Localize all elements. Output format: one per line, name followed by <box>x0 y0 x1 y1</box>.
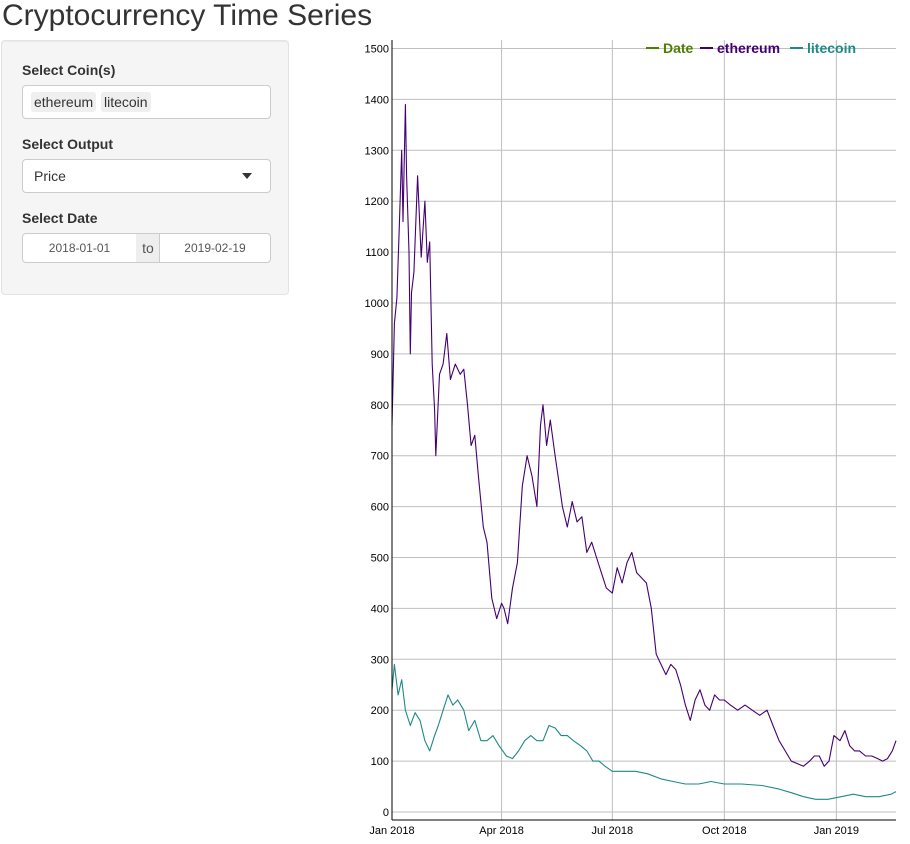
y-tick-label: 1200 <box>365 196 389 208</box>
y-tick-label: 1100 <box>365 247 389 259</box>
date-range-separator: to <box>136 233 160 263</box>
x-tick-label: Jan 2018 <box>369 825 414 837</box>
start-date-input[interactable]: 2018-01-01 <box>22 233 137 263</box>
x-tick-label: Jan 2019 <box>814 825 859 837</box>
y-tick-label: 400 <box>371 603 389 615</box>
y-tick-label: 1300 <box>365 145 389 157</box>
y-tick-label: 1500 <box>365 44 389 56</box>
coin-chip-litecoin[interactable]: litecoin <box>101 92 151 112</box>
end-date-input[interactable]: 2019-02-19 <box>159 233 271 263</box>
sidebar-panel: Select Coin(s) ethereum litecoin Select … <box>1 40 289 295</box>
y-tick-label: 800 <box>371 400 389 412</box>
y-tick-label: 200 <box>371 705 389 717</box>
y-tick-label: 1400 <box>365 94 389 106</box>
y-tick-label: 300 <box>371 654 389 666</box>
y-tick-label: 700 <box>371 451 389 463</box>
y-tick-label: 900 <box>371 349 389 361</box>
date-range-label: Select Date <box>22 210 98 226</box>
output-select-label: Select Output <box>22 136 114 152</box>
legend-label-ethereum: ethereum <box>717 40 780 56</box>
x-tick-label: Apr 2018 <box>479 825 524 837</box>
caret-down-icon <box>242 173 252 179</box>
output-select-value: Price <box>34 168 66 184</box>
output-select[interactable]: Price <box>22 159 271 193</box>
x-tick-label: Jul 2018 <box>592 825 634 837</box>
x-tick-label: Oct 2018 <box>702 825 747 837</box>
page-title: Cryptocurrency Time Series <box>2 0 373 32</box>
legend-label-litecoin: litecoin <box>807 40 856 56</box>
coin-multiselect[interactable]: ethereum litecoin <box>22 85 271 119</box>
series-line-litecoin <box>391 663 897 800</box>
y-tick-label: 100 <box>371 756 389 768</box>
coin-chip-ethereum[interactable]: ethereum <box>31 92 97 112</box>
y-tick-label: 500 <box>371 553 389 565</box>
y-tick-label: 0 <box>383 807 389 819</box>
legend-label-Date: Date <box>663 40 694 56</box>
coin-select-label: Select Coin(s) <box>22 62 116 78</box>
series-line-ethereum <box>391 103 897 767</box>
y-tick-label: 600 <box>371 502 389 514</box>
y-tick-label: 1000 <box>365 298 389 310</box>
